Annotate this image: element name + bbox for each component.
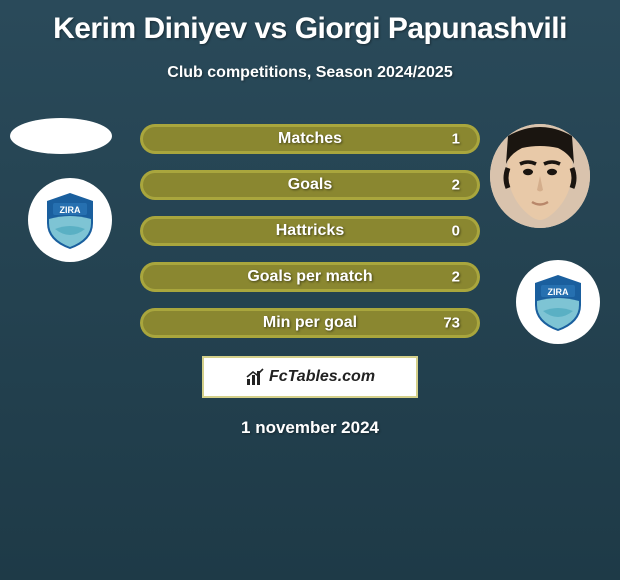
stat-label: Matches bbox=[140, 130, 480, 148]
stat-row: Min per goal 73 bbox=[140, 308, 480, 338]
player-right-club-badge: ZIRA bbox=[516, 260, 600, 344]
stat-row: Matches 1 bbox=[140, 124, 480, 154]
stat-value: 73 bbox=[443, 315, 460, 332]
stat-row: Hattricks 0 bbox=[140, 216, 480, 246]
stat-row: Goals 2 bbox=[140, 170, 480, 200]
page-title: Kerim Diniyev vs Giorgi Papunashvili bbox=[0, 0, 620, 46]
stat-row: Goals per match 2 bbox=[140, 262, 480, 292]
svg-text:ZIRA: ZIRA bbox=[548, 287, 569, 297]
player-left-club-badge: ZIRA bbox=[28, 178, 112, 262]
player-right-avatar bbox=[490, 124, 590, 228]
date-text: 1 november 2024 bbox=[0, 418, 620, 438]
stat-label: Goals per match bbox=[140, 268, 480, 286]
player-left-avatar bbox=[10, 118, 112, 154]
stat-value: 2 bbox=[452, 269, 460, 286]
brand-badge: FcTables.com bbox=[202, 356, 418, 398]
stat-label: Min per goal bbox=[140, 314, 480, 332]
stat-label: Hattricks bbox=[140, 222, 480, 240]
page-subtitle: Club competitions, Season 2024/2025 bbox=[0, 64, 620, 82]
brand-chart-icon bbox=[245, 367, 265, 387]
svg-text:ZIRA: ZIRA bbox=[60, 205, 81, 215]
stat-value: 0 bbox=[452, 223, 460, 240]
stat-label: Goals bbox=[140, 176, 480, 194]
brand-text: FcTables.com bbox=[269, 368, 375, 386]
stat-value: 1 bbox=[452, 131, 460, 148]
stat-value: 2 bbox=[452, 177, 460, 194]
